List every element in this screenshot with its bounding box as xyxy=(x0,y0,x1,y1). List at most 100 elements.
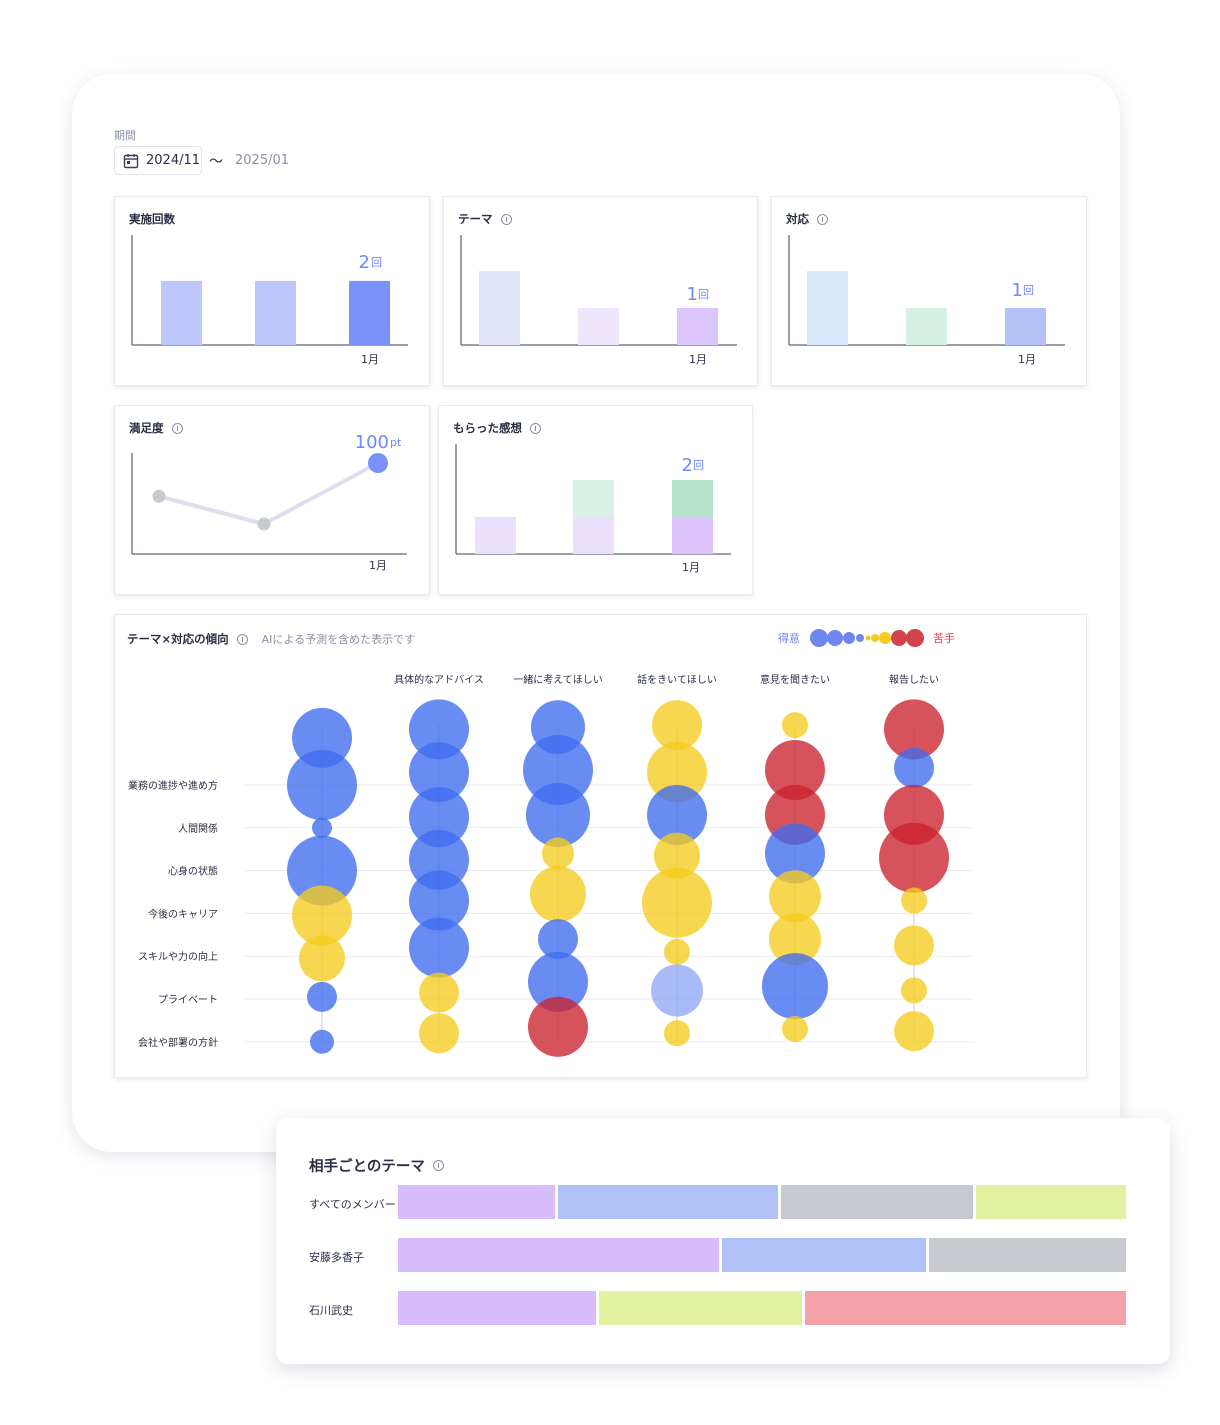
feedback-panel: もらった感想 2 回 1月 xyxy=(438,405,753,595)
bubble xyxy=(782,712,808,739)
legend-scale xyxy=(810,629,924,647)
bubble xyxy=(782,1015,808,1042)
partner-bar-row xyxy=(398,1238,1126,1272)
bar xyxy=(677,308,718,345)
bubble xyxy=(409,870,469,931)
bubble xyxy=(292,885,352,946)
bar-segment[interactable] xyxy=(804,1291,1126,1325)
bubble xyxy=(299,935,345,982)
feedback-panel-title: もらった感想 xyxy=(453,420,541,436)
bar-segment[interactable] xyxy=(558,1185,778,1219)
info-icon[interactable] xyxy=(236,633,248,645)
row-label: 業務の進捗や進め方 xyxy=(128,779,218,792)
response-xtick: 1月 xyxy=(1018,353,1036,366)
start-date-value: 2024/11 xyxy=(146,153,201,168)
satisfaction-title-text: 満足度 xyxy=(129,421,164,435)
data-point xyxy=(257,517,271,531)
column-label: 意見を聞きたい xyxy=(760,673,830,686)
count-xtick: 1月 xyxy=(361,353,379,366)
bubble xyxy=(419,1013,459,1054)
legend-dot xyxy=(810,629,828,647)
count-chart: 2 回 1月 xyxy=(131,235,408,366)
partner-row-label: すべてのメンバー xyxy=(309,1198,396,1211)
count-value-number: 2 xyxy=(359,252,370,273)
bubble xyxy=(287,750,357,820)
bar xyxy=(578,308,619,345)
satisfaction-value-unit: pt xyxy=(390,436,402,449)
bubble xyxy=(762,953,828,1020)
bar-segment[interactable] xyxy=(721,1238,927,1272)
feedback-chart: 2 回 1月 xyxy=(455,444,731,574)
bubble xyxy=(409,787,469,848)
partner-row-label: 石川武史 xyxy=(309,1304,353,1317)
row-label: プライベート xyxy=(158,994,218,1006)
bubble xyxy=(409,742,469,803)
bubble xyxy=(664,1020,690,1047)
bubble xyxy=(287,835,357,906)
bubble xyxy=(894,1011,934,1052)
bubble xyxy=(765,740,825,801)
partner-themes-title-text: 相手ごとのテーマ xyxy=(309,1159,425,1175)
bubble xyxy=(312,817,332,838)
legend-dot xyxy=(843,632,855,644)
row-label: スキルや力の向上 xyxy=(138,950,218,963)
bubble xyxy=(523,735,593,806)
tendency-chart: 得意 苦手 業務の進捗や進め方人間関係心身の状態今後のキャリアスキルや力の向上プ… xyxy=(128,629,973,1057)
bar-segment xyxy=(672,480,713,517)
data-point xyxy=(368,453,388,473)
satisfaction-xtick: 1月 xyxy=(369,559,387,572)
bar-segment[interactable] xyxy=(598,1291,802,1325)
bubble xyxy=(526,782,590,847)
bar xyxy=(906,308,947,345)
bubble xyxy=(884,699,944,760)
tendency-note: AIによる予測を含めた表示です xyxy=(261,633,416,646)
bar-segment xyxy=(475,517,516,554)
end-date-picker[interactable]: 2025/01 xyxy=(235,153,290,168)
row-label: 会社や部署の方針 xyxy=(138,1036,218,1049)
bubble xyxy=(409,699,469,760)
info-icon[interactable] xyxy=(500,213,512,225)
info-icon[interactable] xyxy=(171,422,183,434)
legend-bad-label: 苦手 xyxy=(933,631,955,645)
bubble xyxy=(292,707,352,768)
bar-segment[interactable] xyxy=(398,1291,596,1325)
theme-title-text: テーマ xyxy=(458,212,493,226)
bar-segment[interactable] xyxy=(976,1185,1126,1219)
response-panel-title: 対応 xyxy=(786,211,828,227)
theme-xtick: 1月 xyxy=(689,353,707,366)
info-icon[interactable] xyxy=(817,213,828,225)
legend-dot xyxy=(891,630,907,646)
bubble xyxy=(409,917,469,978)
satisfaction-panel-title: 満足度 xyxy=(129,420,183,436)
bubble xyxy=(901,977,927,1004)
response-title-text: 対応 xyxy=(786,212,809,226)
partner-bar-row xyxy=(398,1291,1126,1325)
bubble xyxy=(530,866,586,923)
bubble xyxy=(542,837,574,870)
count-panel: 実施回数 2 回 1月 xyxy=(114,196,430,386)
bubble xyxy=(528,951,588,1012)
bubble xyxy=(769,870,821,923)
info-icon[interactable] xyxy=(530,422,541,434)
legend-dot xyxy=(871,634,879,642)
satisfaction-panel: 満足度 100 pt 1月 xyxy=(114,405,430,595)
count-value-unit: 回 xyxy=(371,256,382,269)
feedback-title-text: もらった感想 xyxy=(453,421,522,435)
bar-segment[interactable] xyxy=(780,1185,974,1219)
bar-segment[interactable] xyxy=(398,1185,556,1219)
bar xyxy=(349,280,390,345)
bar-segment[interactable] xyxy=(929,1238,1126,1272)
bar-segment[interactable] xyxy=(398,1238,719,1272)
column-label: 話をきいてほしい xyxy=(637,673,717,686)
feedback-value-number: 2 xyxy=(682,455,693,476)
bar xyxy=(161,280,202,345)
tendency-title-text: テーマ×対応の傾向 xyxy=(127,632,229,646)
series-line xyxy=(157,494,266,526)
tendency-panel-title: テーマ×対応の傾向 AIによる予測を含めた表示です xyxy=(127,631,415,647)
bubble xyxy=(769,913,821,966)
bubble xyxy=(647,742,707,803)
bar-segment xyxy=(573,480,614,517)
start-date-picker[interactable]: 2024/11 xyxy=(114,146,202,175)
info-icon[interactable] xyxy=(432,1160,444,1171)
column-label: 報告したい xyxy=(889,673,939,686)
